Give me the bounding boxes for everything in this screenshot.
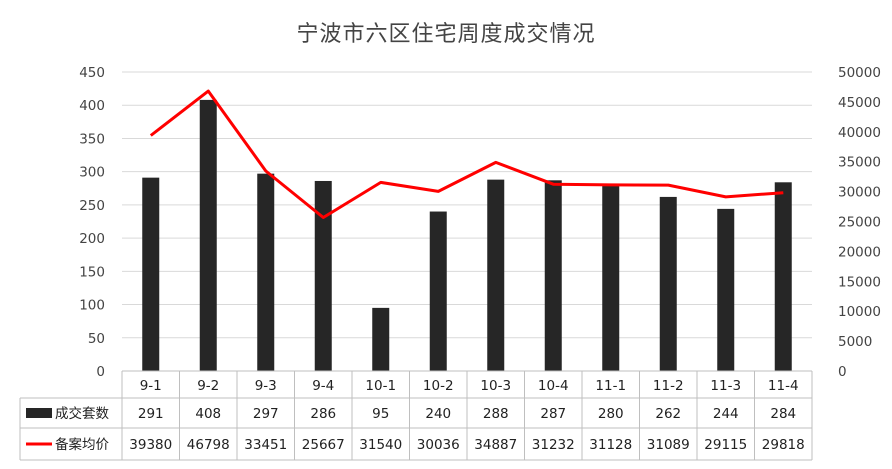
x-tick-label: 9-2 bbox=[197, 378, 219, 394]
legend-swatch-bar bbox=[26, 408, 52, 418]
left-tick-label: 200 bbox=[79, 231, 105, 247]
table-cell: 287 bbox=[540, 406, 566, 422]
x-tick-label: 11-2 bbox=[653, 378, 684, 394]
table-cell: 408 bbox=[195, 406, 221, 422]
bar bbox=[717, 208, 735, 371]
table-cell: 29115 bbox=[704, 437, 747, 453]
x-tick-label: 10-1 bbox=[365, 378, 396, 394]
table-cell: 284 bbox=[770, 406, 796, 422]
right-axis-ticks: 0 5000 10000 15000 20000 25000 30000 35000 40000… bbox=[838, 65, 881, 380]
right-tick-label: 10000 bbox=[838, 304, 881, 320]
x-tick-label: 11-1 bbox=[595, 378, 626, 394]
bar bbox=[199, 99, 217, 371]
table-cell: 280 bbox=[598, 406, 624, 422]
bar bbox=[659, 196, 677, 371]
bar bbox=[602, 184, 620, 371]
x-tick-label: 10-4 bbox=[538, 378, 569, 394]
line-series bbox=[149, 89, 784, 219]
bar bbox=[314, 180, 332, 371]
table-cell: 33451 bbox=[244, 437, 287, 453]
left-tick-label: 400 bbox=[79, 98, 105, 114]
table-cell: 95 bbox=[372, 406, 389, 422]
bar bbox=[142, 177, 160, 371]
series-name: 成交套数 bbox=[55, 405, 109, 422]
chart-title: 宁波市六区住宅周度成交情况 bbox=[296, 22, 596, 47]
table-cell: 25667 bbox=[302, 437, 345, 453]
right-tick-label: 25000 bbox=[838, 215, 881, 231]
right-tick-label: 15000 bbox=[838, 274, 881, 290]
table-cell: 31089 bbox=[647, 437, 690, 453]
x-tick-label: 10-3 bbox=[480, 378, 511, 394]
table-cell: 46798 bbox=[187, 437, 230, 453]
left-tick-label: 50 bbox=[88, 331, 105, 347]
table-cell: 244 bbox=[713, 406, 739, 422]
table-cell: 291 bbox=[138, 406, 164, 422]
bar bbox=[257, 173, 275, 371]
bar bbox=[429, 211, 447, 371]
left-tick-label: 250 bbox=[79, 198, 105, 214]
gridlines bbox=[122, 71, 812, 339]
table-cell: 286 bbox=[310, 406, 336, 422]
bar bbox=[544, 180, 562, 371]
table-cell: 31232 bbox=[532, 437, 575, 453]
bar bbox=[774, 182, 792, 371]
table-cell: 31128 bbox=[589, 437, 632, 453]
right-tick-label: 0 bbox=[838, 364, 847, 380]
left-tick-label: 100 bbox=[79, 298, 105, 314]
right-tick-label: 40000 bbox=[838, 125, 881, 141]
table-cell: 240 bbox=[425, 406, 451, 422]
data-table: 9-1 9-2 9-3 9-4 10-1 10-2 10-3 10-4 11-1 11-2 11-3… bbox=[19, 370, 813, 461]
bar-series bbox=[142, 99, 792, 371]
table-cell: 297 bbox=[253, 406, 279, 422]
series-name: 备案均价 bbox=[55, 436, 109, 453]
left-tick-label: 350 bbox=[79, 131, 105, 147]
x-tick-label: 9-4 bbox=[312, 378, 334, 394]
left-tick-label: 450 bbox=[79, 65, 105, 81]
bar bbox=[487, 179, 505, 371]
table-cell: 288 bbox=[483, 406, 509, 422]
left-axis-ticks: 0 50 100 150 200 250 300 350 400 450 bbox=[79, 65, 105, 380]
right-tick-label: 5000 bbox=[838, 334, 872, 350]
left-tick-label: 150 bbox=[79, 264, 105, 280]
right-tick-label: 20000 bbox=[838, 244, 881, 260]
x-tick-label: 9-3 bbox=[255, 378, 277, 394]
right-tick-label: 50000 bbox=[838, 65, 881, 81]
table-cell: 29818 bbox=[762, 437, 805, 453]
table-cell: 31540 bbox=[359, 437, 402, 453]
table-cell: 262 bbox=[655, 406, 681, 422]
x-tick-label: 10-2 bbox=[423, 378, 454, 394]
right-tick-label: 35000 bbox=[838, 155, 881, 171]
x-tick-label: 11-4 bbox=[768, 378, 799, 394]
x-tick-label: 9-1 bbox=[140, 378, 162, 394]
right-tick-label: 30000 bbox=[838, 185, 881, 201]
bar bbox=[372, 307, 390, 371]
x-tick-label: 11-3 bbox=[710, 378, 741, 394]
table-cell: 39380 bbox=[129, 437, 172, 453]
left-tick-label: 300 bbox=[79, 165, 105, 181]
right-tick-label: 45000 bbox=[838, 95, 881, 111]
table-cell: 34887 bbox=[474, 437, 517, 453]
left-tick-label: 0 bbox=[96, 364, 105, 380]
table-cell: 30036 bbox=[417, 437, 460, 453]
line-path bbox=[149, 89, 784, 219]
